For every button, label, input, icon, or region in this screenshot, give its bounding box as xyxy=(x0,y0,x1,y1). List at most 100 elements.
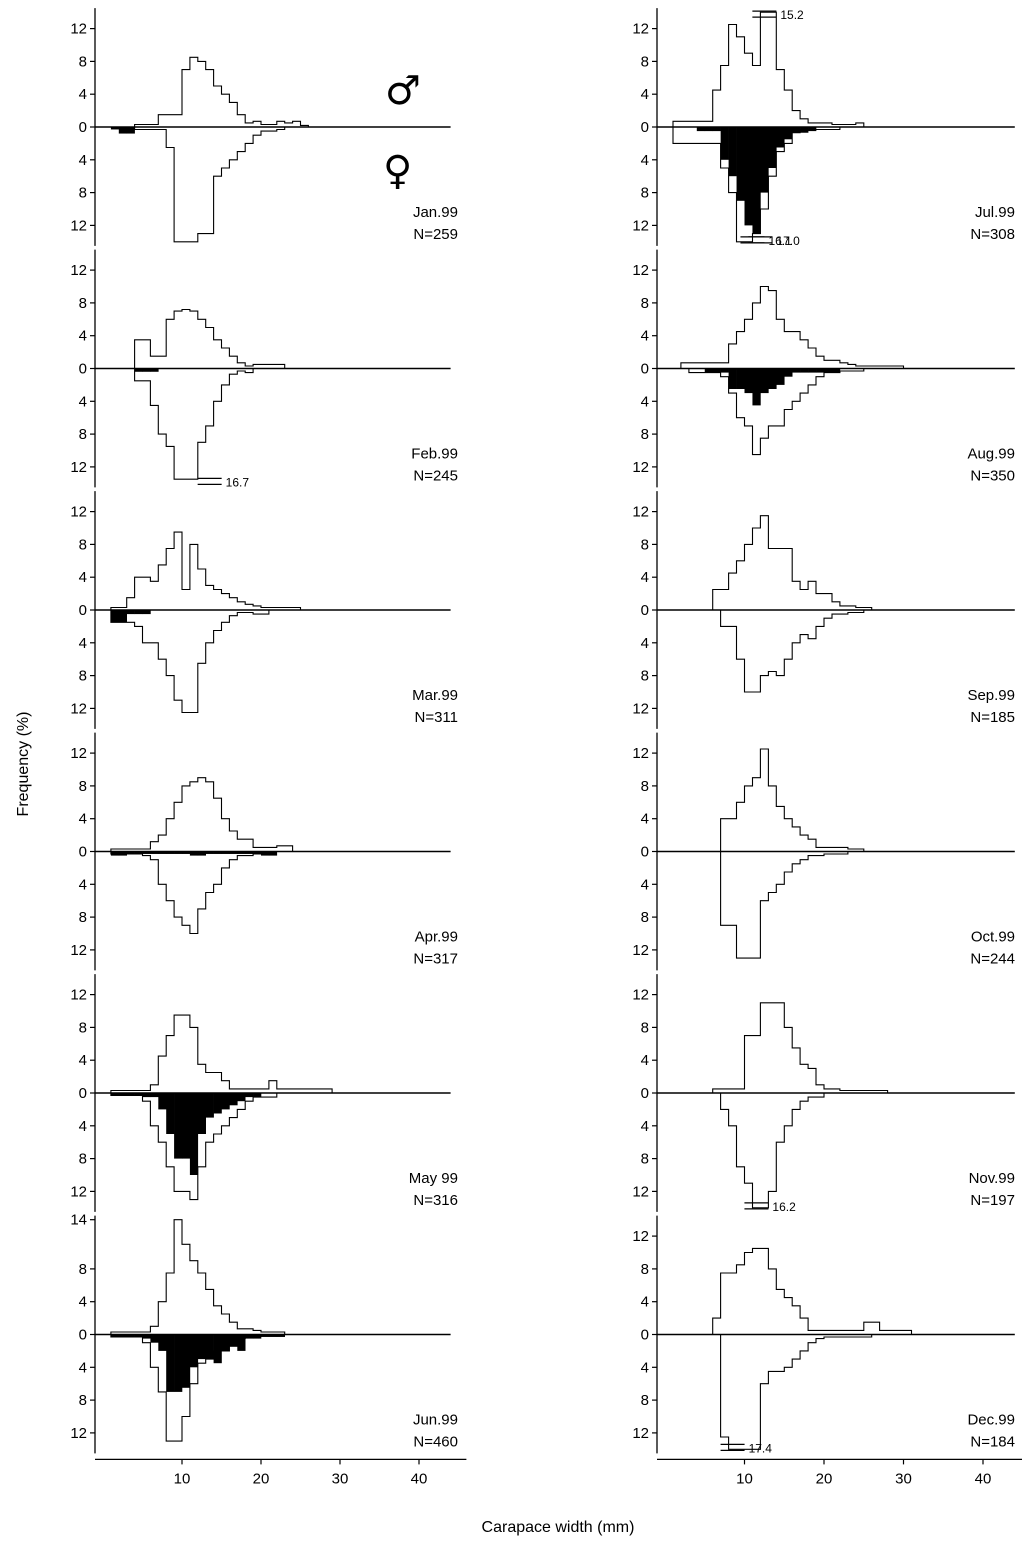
y-tick-label: 12 xyxy=(632,1228,649,1245)
ovigerous-bar xyxy=(229,1093,238,1106)
sample-size-label: N=350 xyxy=(970,468,1015,485)
y-tick-label: 8 xyxy=(79,53,87,70)
ovigerous-bar xyxy=(110,610,120,623)
ovigerous-bar xyxy=(134,368,143,372)
ovigerous-bar xyxy=(268,1334,278,1337)
ovigerous-bar xyxy=(142,851,151,854)
ovigerous-bar xyxy=(182,851,191,854)
y-tick-label: 12 xyxy=(70,459,87,476)
ovigerous-bar xyxy=(189,1334,199,1368)
bar-value-annotation: 16.1 xyxy=(768,234,792,248)
y-tick-label: 0 xyxy=(79,602,87,619)
ovigerous-bar xyxy=(118,127,127,134)
y-tick-label: 8 xyxy=(641,1392,649,1409)
female-symbol: ♀ xyxy=(383,148,412,194)
ovigerous-bar xyxy=(237,851,246,854)
panel-mar99: 0 4 8 12 4 8 12 Mar.99 N=311 xyxy=(70,491,458,729)
y-tick-label: 12 xyxy=(70,504,87,521)
female-histogram xyxy=(688,368,865,456)
y-tick-label: 0 xyxy=(79,1085,87,1102)
female-histogram xyxy=(672,127,841,243)
male-histogram xyxy=(134,308,286,369)
y-tick-label: 12 xyxy=(632,745,649,762)
y-tick-label: 12 xyxy=(70,262,87,279)
ovigerous-bar xyxy=(174,1334,183,1392)
ovigerous-bar xyxy=(720,368,729,373)
bar-value-annotation: 15.2 xyxy=(780,8,804,22)
bar-value-annotation: 17.0 xyxy=(776,234,800,248)
ovigerous-bar xyxy=(126,851,135,854)
ovigerous-bar xyxy=(712,368,721,373)
ovigerous-bar xyxy=(150,851,159,854)
sample-size-label: N=308 xyxy=(970,226,1015,243)
y-tick-label: 4 xyxy=(79,328,87,345)
ovigerous-bar xyxy=(728,368,737,389)
y-tick-label: 4 xyxy=(641,1359,649,1376)
x-axis-label: Carapace width (mm) xyxy=(482,1519,635,1536)
bar-value-annotation: 16.7 xyxy=(226,475,250,489)
y-tick-label: 4 xyxy=(641,811,649,828)
y-tick-label: 8 xyxy=(79,426,87,443)
ovigerous-bar xyxy=(134,851,143,854)
ovigerous-bar xyxy=(237,1093,246,1102)
y-axis-label: Frequency (%) xyxy=(15,712,32,817)
sample-size-label: N=317 xyxy=(413,951,458,968)
y-tick-label: 8 xyxy=(641,53,649,70)
sample-size-label: N=184 xyxy=(970,1434,1015,1451)
y-tick-label: 12 xyxy=(632,504,649,521)
ovigerous-bar xyxy=(150,368,159,372)
ovigerous-bar xyxy=(253,1093,262,1098)
panel-jun99: 0 4 8 14 4 8 12 Jun.99 N=460 10 20 30 40 xyxy=(70,1212,467,1487)
y-tick-label: 8 xyxy=(641,1261,649,1278)
y-tick-label: 12 xyxy=(70,1425,87,1442)
panel-aug99: 0 4 8 12 4 8 12 Aug.99 N=350 xyxy=(632,249,1015,488)
female-histogram xyxy=(720,610,865,693)
panel-dec99: 0 4 8 12 4 8 12 17.4 Dec.99 N=184 10 20 30 40 xyxy=(632,1215,1022,1487)
y-tick-label: 12 xyxy=(632,1183,649,1200)
ovigerous-bar xyxy=(166,851,175,854)
ovigerous-bar xyxy=(276,1334,285,1337)
ovigerous-bar xyxy=(245,1093,254,1098)
female-histogram xyxy=(110,851,270,935)
sample-size-label: N=185 xyxy=(970,709,1015,726)
ovigerous-bar xyxy=(142,368,151,372)
x-tick-label: 30 xyxy=(895,1470,912,1487)
bar-value-annotation: 16.2 xyxy=(772,1200,796,1214)
x-tick-label: 10 xyxy=(736,1470,753,1487)
y-tick-label: 8 xyxy=(79,1019,87,1036)
male-histogram xyxy=(110,777,294,852)
ovigerous-bar xyxy=(213,851,222,854)
ovigerous-bar xyxy=(792,368,801,373)
y-tick-label: 8 xyxy=(79,1392,87,1409)
ovigerous-bar xyxy=(720,127,729,160)
month-label: Feb.99 xyxy=(411,446,458,463)
x-tick-label: 40 xyxy=(411,1470,428,1487)
y-tick-label: 8 xyxy=(79,1261,87,1278)
ovigerous-bar xyxy=(776,127,785,148)
ovigerous-bar xyxy=(800,368,809,373)
panel-sep99: 0 4 8 12 4 8 12 Sep.99 N=185 xyxy=(632,491,1015,729)
ovigerous-bar xyxy=(142,1334,151,1339)
y-tick-label: 4 xyxy=(641,152,649,169)
ovigerous-bar xyxy=(760,368,769,394)
y-tick-label: 12 xyxy=(70,745,87,762)
male-histogram xyxy=(712,1002,889,1093)
y-tick-label: 8 xyxy=(79,185,87,202)
male-histogram xyxy=(680,285,905,369)
ovigerous-bar xyxy=(205,1334,214,1360)
ovigerous-bar xyxy=(118,1334,127,1337)
ovigerous-bar xyxy=(221,851,230,854)
panel-may99: 0 4 8 12 4 8 12 May 99 N=316 xyxy=(70,974,458,1212)
y-tick-label: 4 xyxy=(79,1294,87,1311)
y-tick-label: 4 xyxy=(641,876,649,893)
y-tick-label: 8 xyxy=(79,778,87,795)
female-histogram xyxy=(110,1334,254,1442)
ovigerous-bar xyxy=(134,610,143,615)
male-histogram xyxy=(134,56,309,127)
male-histogram xyxy=(672,11,865,127)
panel-jul99: 0 4 8 12 4 8 12 15.2 16.117.0 Jul.99 N=308 xyxy=(632,8,1015,248)
ovigerous-bar xyxy=(166,1334,175,1392)
ovigerous-bar xyxy=(213,1334,222,1364)
ovigerous-bar xyxy=(808,368,817,373)
ovigerous-bar xyxy=(126,610,135,615)
